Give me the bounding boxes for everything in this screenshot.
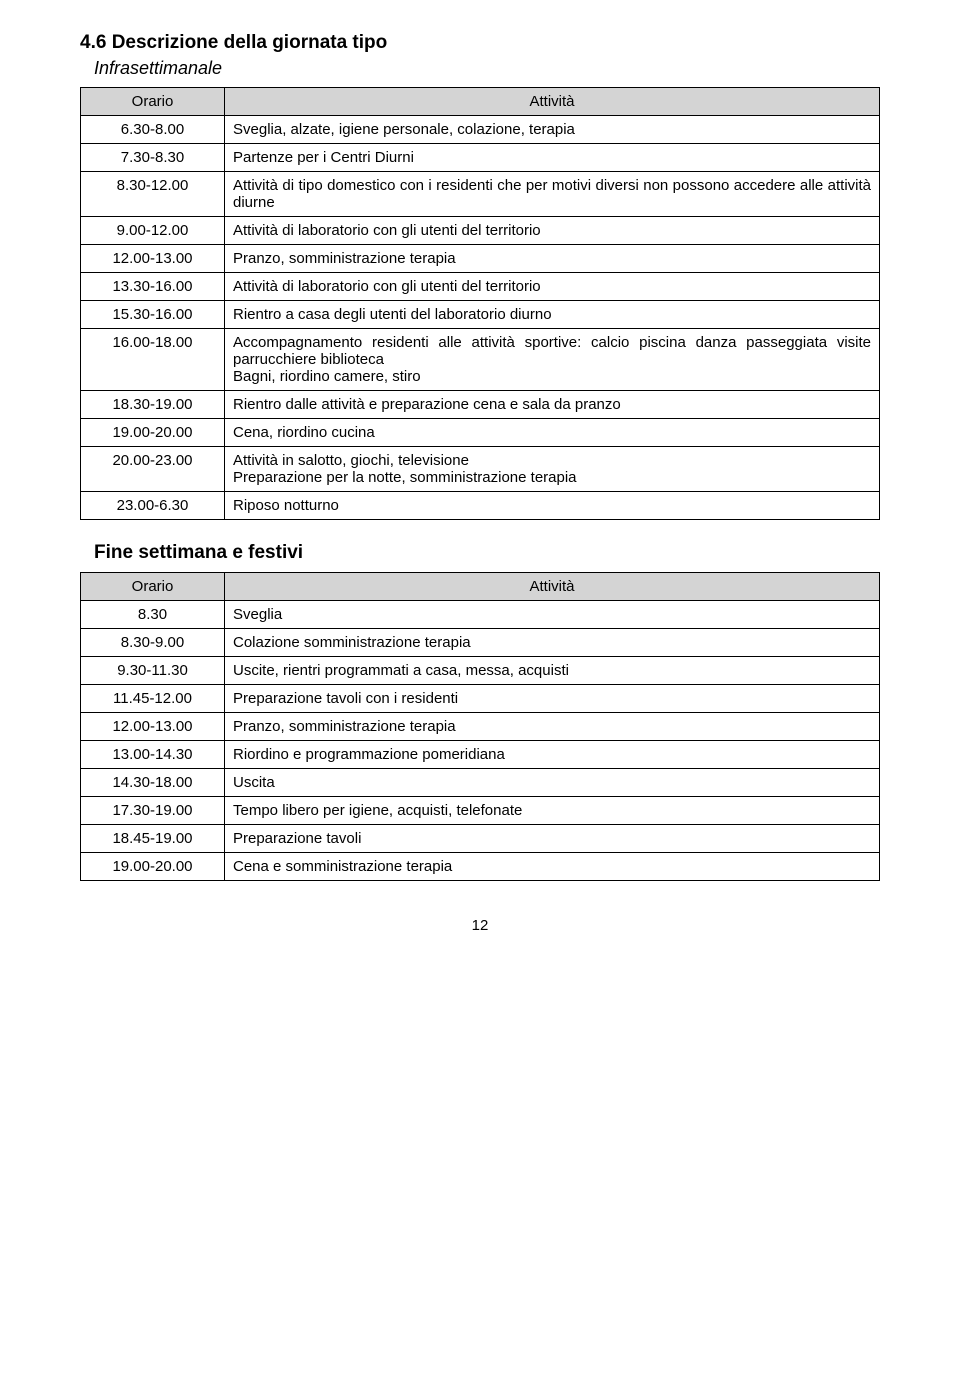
cell-orario: 8.30-12.00 xyxy=(81,172,225,217)
column-header-attivita: Attività xyxy=(225,573,880,601)
table-row: 20.00-23.00Attività in salotto, giochi, … xyxy=(81,447,880,492)
table-row: 14.30-18.00Uscita xyxy=(81,769,880,797)
cell-attivita: Tempo libero per igiene, acquisti, telef… xyxy=(225,797,880,825)
cell-orario: 12.00-13.00 xyxy=(81,713,225,741)
cell-orario: 8.30-9.00 xyxy=(81,629,225,657)
table-row: 19.00-20.00Cena, riordino cucina xyxy=(81,419,880,447)
column-header-orario: Orario xyxy=(81,88,225,116)
cell-attivita: Cena, riordino cucina xyxy=(225,419,880,447)
cell-orario: 23.00-6.30 xyxy=(81,492,225,520)
cell-orario: 19.00-20.00 xyxy=(81,419,225,447)
cell-attivita: Riordino e programmazione pomeridiana xyxy=(225,741,880,769)
cell-attivita: Rientro a casa degli utenti del laborato… xyxy=(225,301,880,329)
section-heading: 4.6 Descrizione della giornata tipo xyxy=(80,32,880,54)
cell-attivita: Preparazione tavoli con i residenti xyxy=(225,685,880,713)
cell-orario: 18.30-19.00 xyxy=(81,391,225,419)
cell-attivita: Uscita xyxy=(225,769,880,797)
cell-attivita: Preparazione tavoli xyxy=(225,825,880,853)
cell-orario: 13.00-14.30 xyxy=(81,741,225,769)
cell-orario: 15.30-16.00 xyxy=(81,301,225,329)
cell-attivita: Uscite, rientri programmati a casa, mess… xyxy=(225,657,880,685)
table-row: 7.30-8.30Partenze per i Centri Diurni xyxy=(81,144,880,172)
subtitle-weekend: Fine settimana e festivi xyxy=(94,542,880,564)
cell-attivita: Sveglia xyxy=(225,601,880,629)
table-row: 18.30-19.00Rientro dalle attività e prep… xyxy=(81,391,880,419)
table-row: 6.30-8.00Sveglia, alzate, igiene persona… xyxy=(81,116,880,144)
cell-orario: 11.45-12.00 xyxy=(81,685,225,713)
cell-orario: 9.00-12.00 xyxy=(81,217,225,245)
table-row: 11.45-12.00Preparazione tavoli con i res… xyxy=(81,685,880,713)
cell-attivita: Attività in salotto, giochi, televisione… xyxy=(225,447,880,492)
cell-orario: 13.30-16.00 xyxy=(81,273,225,301)
cell-attivita: Colazione somministrazione terapia xyxy=(225,629,880,657)
table-row: 13.00-14.30Riordino e programmazione pom… xyxy=(81,741,880,769)
subtitle-infrasettimanale: Infrasettimanale xyxy=(94,58,880,79)
table-row: 17.30-19.00Tempo libero per igiene, acqu… xyxy=(81,797,880,825)
page-number: 12 xyxy=(80,917,880,934)
cell-orario: 9.30-11.30 xyxy=(81,657,225,685)
cell-attivita: Attività di laboratorio con gli utenti d… xyxy=(225,273,880,301)
cell-attivita: Sveglia, alzate, igiene personale, colaz… xyxy=(225,116,880,144)
cell-orario: 12.00-13.00 xyxy=(81,245,225,273)
cell-attivita: Partenze per i Centri Diurni xyxy=(225,144,880,172)
cell-attivita: Attività di tipo domestico con i residen… xyxy=(225,172,880,217)
cell-orario: 6.30-8.00 xyxy=(81,116,225,144)
cell-orario: 18.45-19.00 xyxy=(81,825,225,853)
table-row: 8.30Sveglia xyxy=(81,601,880,629)
column-header-orario: Orario xyxy=(81,573,225,601)
schedule-table-weekday: Orario Attività 6.30-8.00Sveglia, alzate… xyxy=(80,87,880,520)
table-row: 13.30-16.00Attività di laboratorio con g… xyxy=(81,273,880,301)
cell-attivita: Rientro dalle attività e preparazione ce… xyxy=(225,391,880,419)
table-row: 19.00-20.00Cena e somministrazione terap… xyxy=(81,853,880,881)
cell-attivita: Riposo notturno xyxy=(225,492,880,520)
table-row: 23.00-6.30Riposo notturno xyxy=(81,492,880,520)
column-header-attivita: Attività xyxy=(225,88,880,116)
table-row: 9.30-11.30Uscite, rientri programmati a … xyxy=(81,657,880,685)
table-row: 15.30-16.00Rientro a casa degli utenti d… xyxy=(81,301,880,329)
cell-orario: 17.30-19.00 xyxy=(81,797,225,825)
cell-orario: 19.00-20.00 xyxy=(81,853,225,881)
cell-orario: 16.00-18.00 xyxy=(81,329,225,391)
cell-attivita: Pranzo, somministrazione terapia xyxy=(225,713,880,741)
cell-orario: 20.00-23.00 xyxy=(81,447,225,492)
table-row: 8.30-9.00Colazione somministrazione tera… xyxy=(81,629,880,657)
table-row: 9.00-12.00Attività di laboratorio con gl… xyxy=(81,217,880,245)
cell-orario: 7.30-8.30 xyxy=(81,144,225,172)
table-row: 8.30-12.00Attività di tipo domestico con… xyxy=(81,172,880,217)
cell-attivita: Accompagnamento residenti alle attività … xyxy=(225,329,880,391)
cell-orario: 8.30 xyxy=(81,601,225,629)
table-row: 18.45-19.00Preparazione tavoli xyxy=(81,825,880,853)
table-row: 12.00-13.00Pranzo, somministrazione tera… xyxy=(81,713,880,741)
cell-attivita: Pranzo, somministrazione terapia xyxy=(225,245,880,273)
schedule-table-weekend: Orario Attività 8.30Sveglia8.30-9.00Cola… xyxy=(80,572,880,881)
cell-attivita: Attività di laboratorio con gli utenti d… xyxy=(225,217,880,245)
table-row: 16.00-18.00Accompagnamento residenti all… xyxy=(81,329,880,391)
cell-attivita: Cena e somministrazione terapia xyxy=(225,853,880,881)
table-row: 12.00-13.00Pranzo, somministrazione tera… xyxy=(81,245,880,273)
cell-orario: 14.30-18.00 xyxy=(81,769,225,797)
